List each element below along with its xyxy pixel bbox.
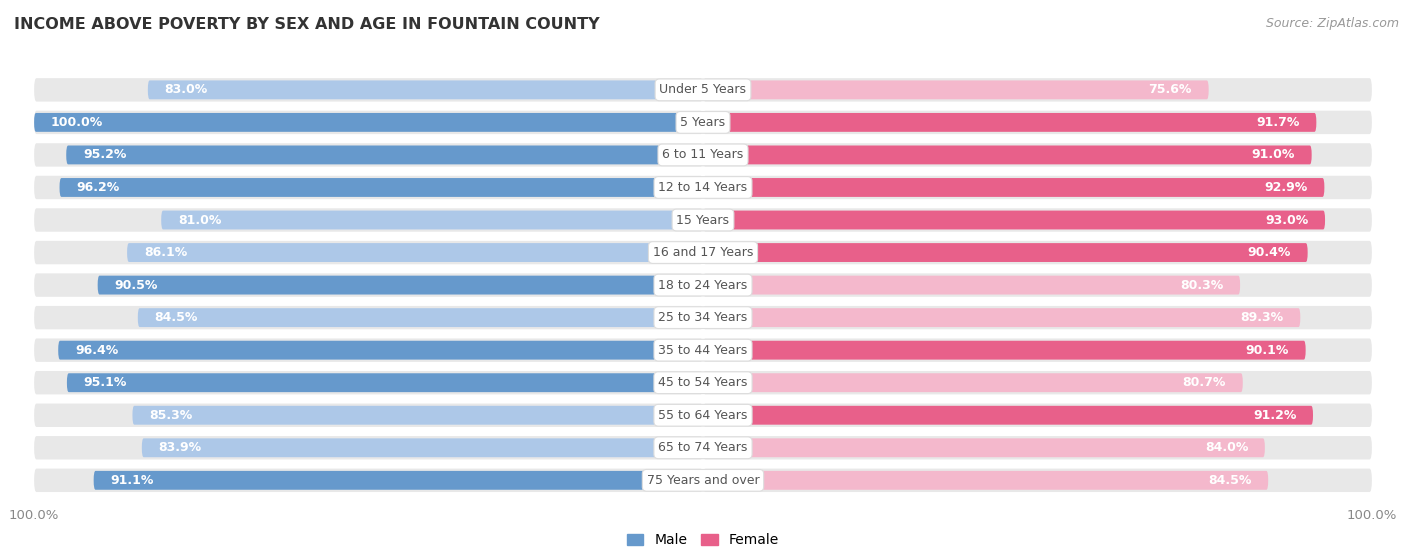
Text: 80.3%: 80.3% — [1180, 278, 1223, 292]
FancyBboxPatch shape — [127, 243, 703, 262]
FancyBboxPatch shape — [34, 306, 703, 329]
Text: 89.3%: 89.3% — [1240, 311, 1284, 324]
Text: 91.7%: 91.7% — [1256, 116, 1299, 129]
Text: 12 to 14 Years: 12 to 14 Years — [658, 181, 748, 194]
FancyBboxPatch shape — [703, 306, 1372, 329]
FancyBboxPatch shape — [34, 241, 703, 264]
Text: 45 to 54 Years: 45 to 54 Years — [658, 376, 748, 389]
FancyBboxPatch shape — [132, 406, 703, 425]
Text: 18 to 24 Years: 18 to 24 Years — [658, 278, 748, 292]
FancyBboxPatch shape — [162, 211, 703, 229]
FancyBboxPatch shape — [703, 468, 1372, 492]
Text: 85.3%: 85.3% — [149, 409, 193, 421]
Text: 75 Years and over: 75 Years and over — [647, 474, 759, 487]
Text: 96.2%: 96.2% — [76, 181, 120, 194]
Text: 5 Years: 5 Years — [681, 116, 725, 129]
FancyBboxPatch shape — [703, 243, 1308, 262]
FancyBboxPatch shape — [703, 211, 1324, 229]
FancyBboxPatch shape — [34, 404, 703, 427]
Text: 35 to 44 Years: 35 to 44 Years — [658, 344, 748, 357]
FancyBboxPatch shape — [66, 145, 703, 164]
Legend: Male, Female: Male, Female — [621, 528, 785, 553]
FancyBboxPatch shape — [34, 371, 703, 395]
FancyBboxPatch shape — [138, 308, 703, 327]
Text: 6 to 11 Years: 6 to 11 Years — [662, 149, 744, 162]
FancyBboxPatch shape — [703, 80, 1209, 100]
Text: 84.0%: 84.0% — [1205, 441, 1249, 454]
Text: 16 and 17 Years: 16 and 17 Years — [652, 246, 754, 259]
FancyBboxPatch shape — [703, 145, 1312, 164]
FancyBboxPatch shape — [34, 111, 703, 134]
Text: 95.1%: 95.1% — [83, 376, 127, 389]
FancyBboxPatch shape — [703, 111, 1372, 134]
FancyBboxPatch shape — [703, 471, 1268, 490]
Text: Source: ZipAtlas.com: Source: ZipAtlas.com — [1265, 17, 1399, 30]
Text: 95.2%: 95.2% — [83, 149, 127, 162]
FancyBboxPatch shape — [703, 373, 1243, 392]
FancyBboxPatch shape — [34, 338, 703, 362]
Text: 100.0%: 100.0% — [51, 116, 103, 129]
FancyBboxPatch shape — [59, 178, 703, 197]
Text: 15 Years: 15 Years — [676, 214, 730, 226]
FancyBboxPatch shape — [703, 273, 1372, 297]
FancyBboxPatch shape — [34, 113, 703, 132]
FancyBboxPatch shape — [703, 404, 1372, 427]
Text: 93.0%: 93.0% — [1265, 214, 1309, 226]
Text: 90.1%: 90.1% — [1246, 344, 1289, 357]
Text: 84.5%: 84.5% — [1208, 474, 1251, 487]
FancyBboxPatch shape — [703, 371, 1372, 395]
FancyBboxPatch shape — [703, 436, 1372, 459]
FancyBboxPatch shape — [703, 178, 1324, 197]
FancyBboxPatch shape — [703, 338, 1372, 362]
FancyBboxPatch shape — [703, 78, 1372, 102]
Text: 83.0%: 83.0% — [165, 83, 208, 96]
FancyBboxPatch shape — [34, 143, 703, 167]
FancyBboxPatch shape — [34, 176, 703, 199]
Text: 96.4%: 96.4% — [75, 344, 118, 357]
Text: 83.9%: 83.9% — [159, 441, 201, 454]
Text: 25 to 34 Years: 25 to 34 Years — [658, 311, 748, 324]
FancyBboxPatch shape — [34, 468, 703, 492]
FancyBboxPatch shape — [703, 406, 1313, 425]
Text: 81.0%: 81.0% — [179, 214, 221, 226]
FancyBboxPatch shape — [148, 80, 703, 100]
Text: 91.1%: 91.1% — [111, 474, 153, 487]
FancyBboxPatch shape — [703, 209, 1372, 232]
FancyBboxPatch shape — [703, 308, 1301, 327]
Text: INCOME ABOVE POVERTY BY SEX AND AGE IN FOUNTAIN COUNTY: INCOME ABOVE POVERTY BY SEX AND AGE IN F… — [14, 17, 600, 32]
Text: 91.2%: 91.2% — [1253, 409, 1296, 421]
Text: 86.1%: 86.1% — [143, 246, 187, 259]
FancyBboxPatch shape — [703, 276, 1240, 295]
FancyBboxPatch shape — [703, 143, 1372, 167]
Text: 90.5%: 90.5% — [114, 278, 157, 292]
Text: 91.0%: 91.0% — [1251, 149, 1295, 162]
Text: 55 to 64 Years: 55 to 64 Years — [658, 409, 748, 421]
FancyBboxPatch shape — [703, 341, 1306, 359]
Text: 84.5%: 84.5% — [155, 311, 198, 324]
FancyBboxPatch shape — [142, 438, 703, 457]
Text: 80.7%: 80.7% — [1182, 376, 1226, 389]
FancyBboxPatch shape — [94, 471, 703, 490]
FancyBboxPatch shape — [703, 241, 1372, 264]
FancyBboxPatch shape — [58, 341, 703, 359]
Text: Under 5 Years: Under 5 Years — [659, 83, 747, 96]
Text: 75.6%: 75.6% — [1149, 83, 1192, 96]
Text: 90.4%: 90.4% — [1247, 246, 1291, 259]
FancyBboxPatch shape — [703, 176, 1372, 199]
FancyBboxPatch shape — [34, 209, 703, 232]
Text: 65 to 74 Years: 65 to 74 Years — [658, 441, 748, 454]
FancyBboxPatch shape — [703, 438, 1265, 457]
FancyBboxPatch shape — [97, 276, 703, 295]
FancyBboxPatch shape — [67, 373, 703, 392]
FancyBboxPatch shape — [34, 436, 703, 459]
FancyBboxPatch shape — [703, 113, 1316, 132]
Text: 92.9%: 92.9% — [1264, 181, 1308, 194]
FancyBboxPatch shape — [34, 78, 703, 102]
FancyBboxPatch shape — [34, 273, 703, 297]
